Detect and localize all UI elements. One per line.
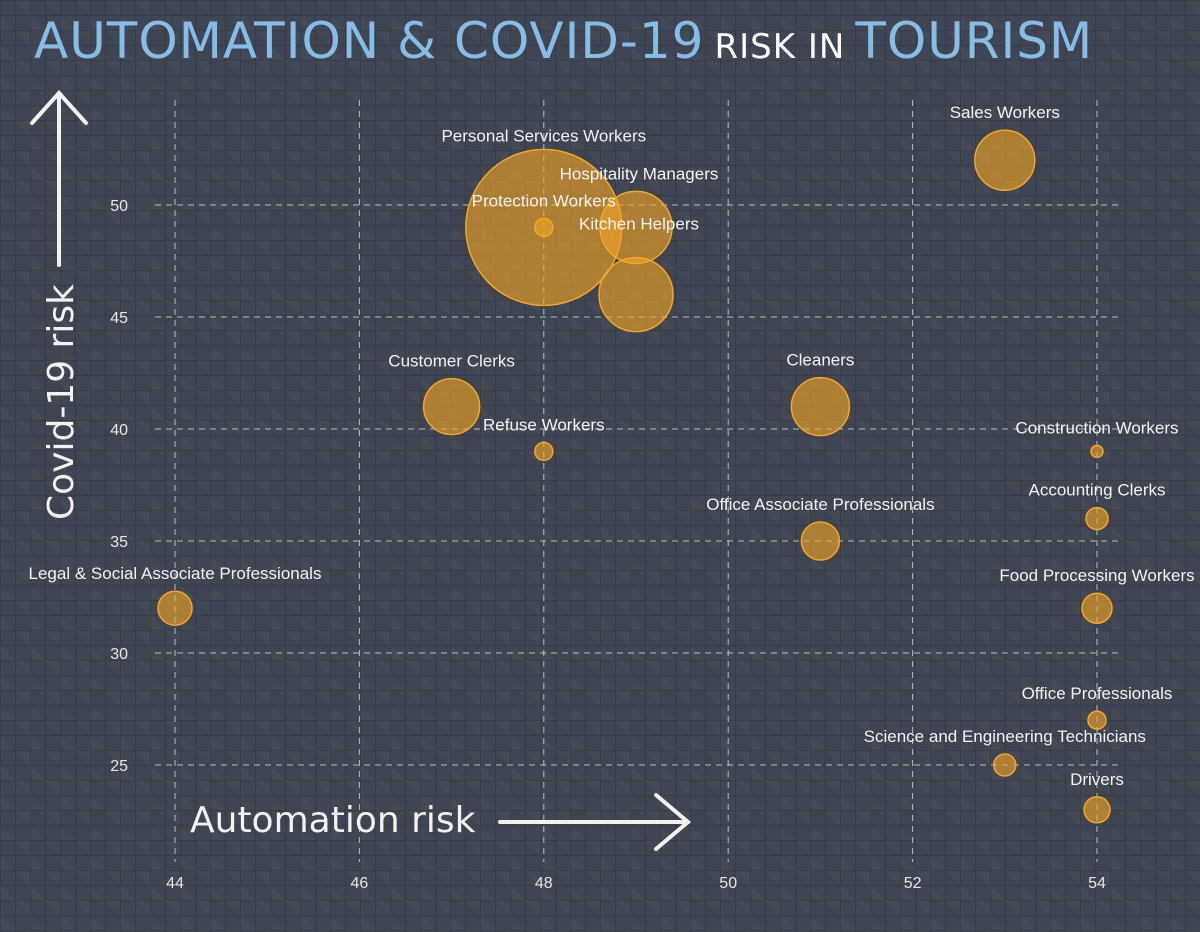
x-tick-label: 54 — [1088, 875, 1106, 892]
bubble[interactable] — [1090, 444, 1104, 459]
point-label: Office Professionals — [1022, 684, 1173, 703]
point-label: Hospitality Managers — [560, 164, 719, 183]
y-axis-label: Covid-19 risk — [41, 284, 82, 520]
bubble[interactable] — [800, 521, 841, 561]
bubble[interactable] — [534, 441, 554, 462]
y-tick-label: 35 — [110, 534, 128, 551]
x-tick-label: 46 — [351, 875, 369, 892]
bubbles — [157, 129, 1113, 824]
title-part-1: AUTOMATION & COVID-19 — [34, 12, 705, 70]
point-label: Customer Clerks — [388, 352, 515, 371]
bubble[interactable] — [1087, 710, 1107, 730]
bubble[interactable] — [790, 376, 851, 437]
point-label: Legal & Social Associate Professionals — [29, 564, 322, 583]
x-axis-label: Automation risk — [190, 800, 476, 841]
bubble[interactable] — [993, 753, 1017, 777]
labels: Personal Services Workers Hospitality Man… — [29, 103, 1195, 789]
x-tick-label: 52 — [904, 875, 922, 892]
point-label: Sales Workers — [950, 103, 1060, 122]
y-tick-label: 30 — [110, 646, 128, 663]
point-label: Kitchen Helpers — [579, 215, 699, 234]
point-label: Construction Workers — [1015, 418, 1178, 437]
y-tick-label: 25 — [110, 758, 128, 775]
title-part-3: TOURISM — [855, 12, 1094, 70]
point-label: Food Processing Workers — [999, 566, 1194, 585]
point-label: Science and Engineering Technicians — [864, 727, 1146, 746]
x-axis-title: Automation risk — [190, 793, 692, 851]
point-label: Protection Workers — [472, 191, 616, 210]
bubble[interactable] — [598, 256, 674, 333]
point-label: Accounting Clerks — [1028, 481, 1165, 500]
point-label: Refuse Workers — [483, 415, 605, 434]
point-label: Office Associate Professionals — [706, 495, 934, 514]
point-label: Personal Services Workers — [441, 126, 646, 145]
bubble[interactable] — [599, 190, 673, 265]
bubble[interactable] — [157, 590, 193, 626]
y-tick-label: 50 — [110, 198, 128, 215]
title-part-2: RISK IN — [714, 27, 846, 67]
y-tick-label: 40 — [110, 422, 128, 439]
bubble[interactable] — [974, 129, 1036, 191]
y-axis-title: Covid-19 risk — [30, 90, 88, 520]
point-label: Cleaners — [786, 351, 854, 370]
point-label: Drivers — [1070, 770, 1124, 789]
y-tick-label: 45 — [110, 310, 128, 327]
bubble[interactable] — [1081, 592, 1113, 624]
ticks: 44 46 48 50 52 54 25 30 35 40 45 50 — [110, 198, 1106, 892]
bubble[interactable] — [1083, 796, 1111, 824]
x-tick-label: 50 — [719, 875, 737, 892]
bubble[interactable] — [1085, 506, 1109, 531]
x-tick-label: 44 — [166, 875, 184, 892]
chart-title: AUTOMATION & COVID-19 RISK IN TOURISM — [34, 12, 1093, 70]
right-arrow-icon — [498, 793, 692, 851]
bubble[interactable] — [534, 217, 554, 238]
x-tick-label: 48 — [535, 875, 553, 892]
up-arrow-icon — [30, 90, 88, 267]
bubble[interactable] — [422, 377, 481, 436]
